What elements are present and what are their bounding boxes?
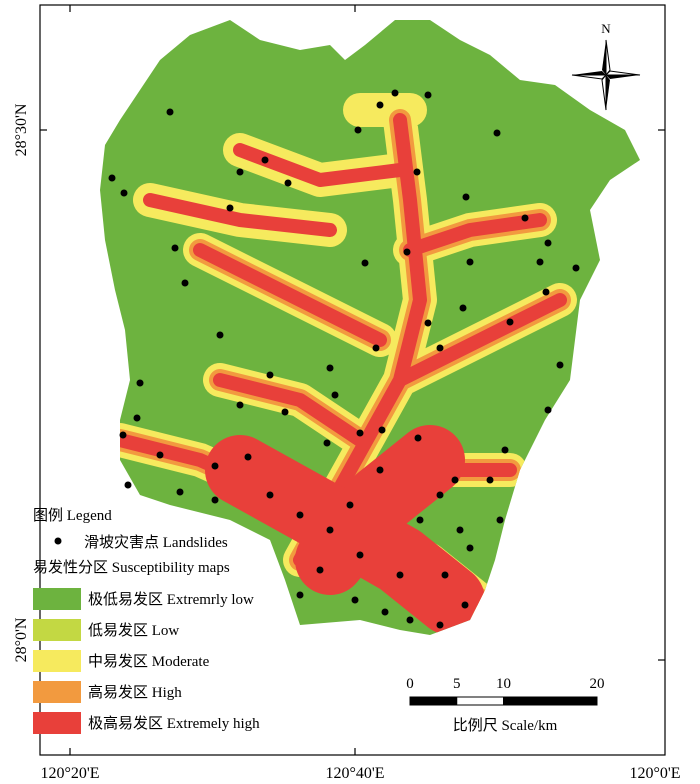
legend-section-title: 易发性分区 Susceptibility maps [33,559,230,576]
legend-title: 图例 Legend [33,507,112,524]
north-label: N [601,21,611,36]
legend-label: 极低易发区 Extremrly low [88,591,254,608]
legend-label: 极高易发区 Extremely high [88,715,260,732]
legend-swatch [33,650,81,672]
scale-tick-label: 0 [406,676,414,692]
lon-label: 120°20'E [40,765,99,782]
scale-segment [456,696,504,706]
legend-label: 中易发区 Moderate [88,653,210,670]
legend-landslides: 滑坡灾害点 Landslides [84,534,228,551]
legend-label: 低易发区 Low [88,622,179,639]
scale-tick-label: 10 [496,676,511,692]
lat-label: 28°30'N [13,103,30,156]
scale-bar: 0 5 10 20 [406,676,605,706]
scale-tick-label: 5 [453,676,461,692]
legend-swatch [33,588,81,610]
legend-label: 高易发区 High [88,684,182,701]
legend-swatch [33,712,81,734]
frame-ticks [40,5,665,755]
north-arrow [571,39,641,111]
scale-segment [409,696,458,706]
scale-unit: 比例尺 Scale/km [453,717,558,734]
scale-tick-label: 20 [590,676,605,692]
lon-label: 120°40'E [325,765,384,782]
legend-classes: 极低易发区 Extremrly low 低易发区 Low 中易发区 Moderate… [33,588,260,734]
lon-label: 120°0'E [629,765,680,782]
lat-label: 28°0'N [13,617,30,662]
landslide-points [108,89,580,629]
legend-swatch [33,681,81,703]
scale-segment [503,696,598,706]
legend-swatch [33,619,81,641]
legend-landslide-symbol [54,537,62,545]
